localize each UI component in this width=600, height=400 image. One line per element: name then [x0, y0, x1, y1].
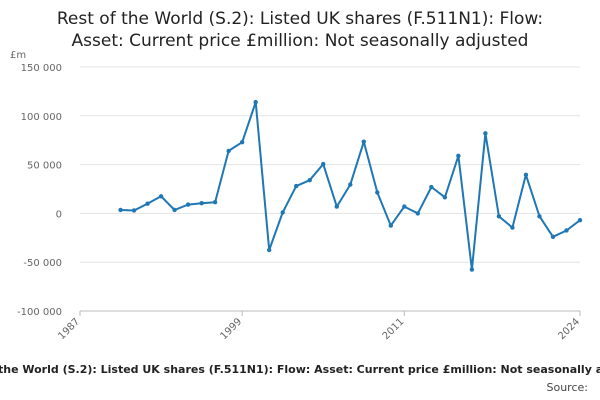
data-point — [253, 99, 258, 105]
data-point — [402, 204, 407, 209]
data-point — [510, 225, 515, 230]
y-tick-label: 0 — [56, 209, 62, 220]
y-unit-label: £m — [10, 50, 26, 61]
data-point — [280, 210, 285, 215]
y-tick-label: -50 000 — [23, 258, 62, 269]
x-tick-label: 1999 — [219, 316, 245, 342]
data-point — [483, 131, 488, 136]
y-axis: 150 000 100 000 50 000 0 -50 000 -100 000 — [17, 63, 62, 318]
data-point — [469, 267, 475, 272]
data-point — [523, 172, 529, 178]
data-point — [361, 139, 366, 144]
source-label: Source: — [547, 381, 589, 394]
x-axis: 1987 1999 2011 2024 — [56, 310, 582, 342]
data-point — [321, 161, 326, 167]
data-point — [212, 199, 218, 205]
data-point — [334, 204, 339, 209]
chart-title-line-1: Rest of the World (S.2): Listed UK share… — [57, 9, 543, 29]
data-point — [158, 194, 164, 199]
x-tick-label: 2011 — [381, 316, 407, 342]
chart-title-line-2: Asset: Current price £million: Not seaso… — [72, 31, 529, 51]
x-tick-label: 2024 — [556, 316, 582, 342]
data-point — [118, 207, 123, 213]
data-point — [415, 211, 421, 216]
data-point — [307, 178, 312, 183]
x-tick-label: 1987 — [56, 316, 82, 342]
data-point — [185, 202, 191, 207]
data-point — [348, 182, 353, 187]
data-point — [145, 201, 150, 206]
data-point — [131, 208, 137, 213]
chart-footer-title: Rest of the World (S.2): Listed UK share… — [0, 363, 600, 376]
data-point — [388, 223, 394, 228]
series-area — [118, 99, 583, 272]
data-point — [375, 190, 380, 195]
data-point — [564, 228, 569, 233]
data-point — [294, 183, 299, 189]
data-point — [429, 184, 434, 190]
data-point — [550, 234, 556, 240]
data-point — [537, 214, 542, 219]
y-tick-label: 100 000 — [21, 112, 62, 123]
data-point — [172, 207, 177, 213]
data-point — [577, 218, 583, 223]
data-point — [266, 247, 272, 253]
data-point — [456, 153, 461, 159]
data-point — [239, 139, 245, 145]
data-point — [226, 148, 231, 154]
y-tick-label: 50 000 — [27, 161, 62, 172]
grid-lines — [80, 66, 580, 312]
data-point — [199, 200, 204, 206]
y-tick-label: 150 000 — [21, 63, 62, 74]
data-point — [442, 195, 448, 200]
data-point — [496, 214, 502, 219]
y-tick-label: -100 000 — [17, 307, 62, 318]
